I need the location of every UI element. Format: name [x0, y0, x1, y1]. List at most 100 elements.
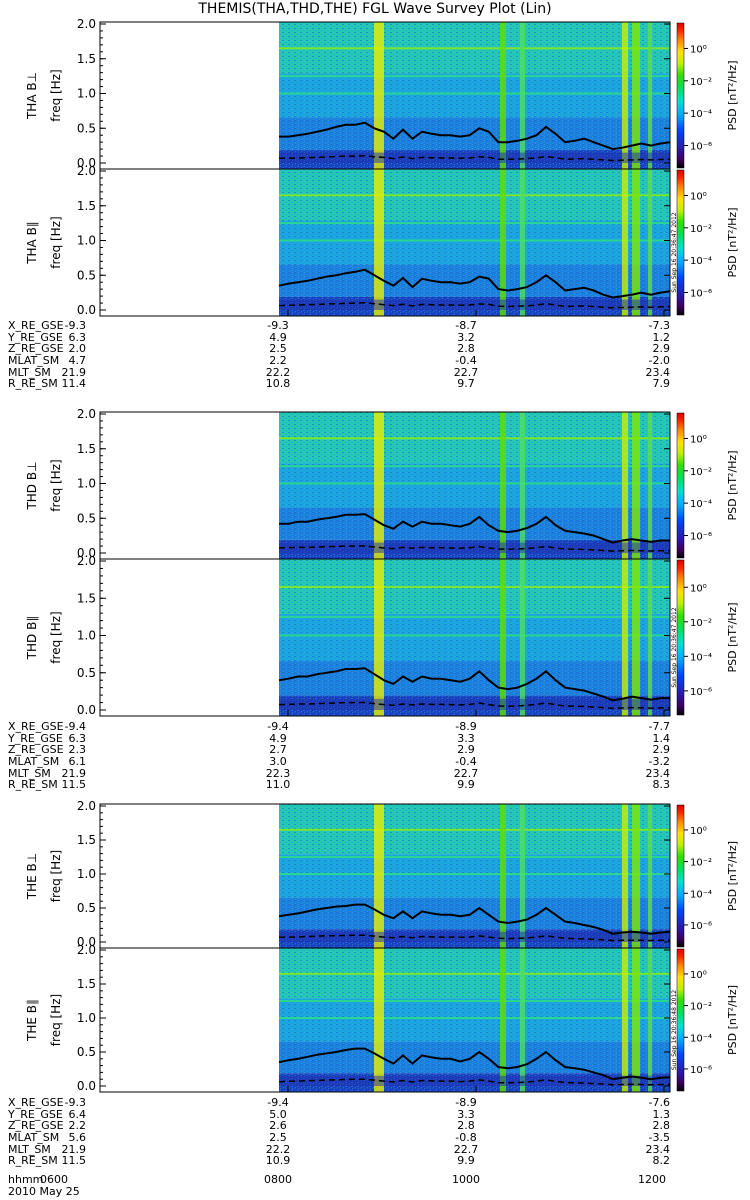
y-tick-label: 1.5 — [77, 52, 96, 66]
ephemeris-value: -0.4 — [455, 755, 477, 769]
colorbar-label: PSD [nT²/Hz] — [726, 450, 739, 520]
time-tick-label: 1000 — [452, 1173, 480, 1186]
spectrogram-image — [279, 169, 670, 316]
ephemeris-value: 2.9 — [457, 743, 475, 757]
spectrogram-panel-3: 0.0 0.5 1.0 1.5 2.0 THD B⊥ freq [Hz] 10⁰ 10⁻² 10⁻… — [25, 407, 739, 560]
ephemeris-value: 2.9 — [652, 342, 671, 356]
ephemeris-value: 2.9 — [652, 743, 671, 757]
series-line-dashed — [279, 154, 671, 162]
ephemeris-value: 22.7 — [453, 766, 479, 780]
ephemeris-value: -2.0 — [648, 354, 670, 368]
y-tick-label: 1.5 — [77, 591, 96, 605]
ephemeris-value: 21.9 — [61, 1142, 87, 1156]
ephemeris-value: -3.2 — [648, 755, 670, 769]
ephemeris-row: X_RE_GSE -9.4 -9.4 -8.9 -7.7 — [0, 721, 750, 733]
ephemeris-value: 4.9 — [269, 330, 287, 344]
ephemeris-value: 5.0 — [269, 1107, 287, 1121]
ephemeris-value: 22.2 — [265, 365, 291, 379]
plot-frame — [99, 947, 671, 1093]
ephemeris-value: 1.2 — [652, 330, 671, 344]
colorbar-tick-label: 10⁰ — [690, 191, 707, 202]
y-tick-label: 0.0 — [77, 1079, 96, 1093]
ephemeris-value: 22.2 — [265, 1142, 291, 1156]
y-tick-label: 0.5 — [77, 268, 96, 282]
spectrogram-image — [279, 412, 670, 559]
ephemeris-label: X_RE_GSE — [8, 319, 64, 332]
ephemeris-value: 2.7 — [269, 743, 287, 757]
y-tick-label: 2.0 — [77, 943, 96, 957]
series-line — [278, 1047, 671, 1081]
ephemeris-row: MLAT_SM 6.1 3.0 -0.4 -3.2 — [0, 756, 750, 768]
spectrogram-panel-4: 0.0 0.5 1.0 1.5 2.0 THD B∥ freq [Hz] 10⁰ 10⁻² 10⁻… — [25, 554, 739, 717]
series-line — [279, 121, 671, 151]
ephemeris-value: 7.9 — [652, 377, 671, 391]
colorbar-tick-label: 10⁰ — [690, 434, 707, 445]
colorbar-tick-label: 10⁻² — [690, 77, 712, 88]
ephemeris-value: 23.4 — [645, 766, 671, 780]
ephemeris-value: -7.7 — [648, 720, 670, 733]
ephemeris-value: 6.4 — [68, 1107, 87, 1121]
ephemeris-row: MLT_SM 21.9 22.2 22.7 23.4 — [0, 367, 750, 379]
ephemeris-row: R_RE_SM 11.5 11.0 9.9 8.3 — [0, 779, 750, 791]
y-tick-label: 0.5 — [77, 1045, 96, 1059]
colorbar-tick-label: 10⁻⁶ — [690, 921, 712, 932]
ephemeris-value: -9.4 — [267, 720, 289, 733]
spectrogram-panel-2: 0.0 0.5 1.0 1.5 2.0 THA B∥ freq [Hz] 10⁰ 10⁻² 10⁻… — [25, 164, 739, 317]
time-tick-label: 0800 — [264, 1173, 292, 1186]
colorbar-tick-label: 10⁻⁶ — [690, 531, 712, 542]
y-axis-unit: freq [Hz] — [49, 216, 63, 268]
ephemeris-row: MLAT_SM 5.6 2.5 -0.8 -3.5 — [0, 1132, 750, 1144]
y-tick-label: 2.0 — [77, 407, 96, 421]
y-axis-title: THD B⊥ — [25, 461, 39, 510]
series-line — [279, 513, 670, 544]
colorbar: 10⁰ 10⁻² 10⁻⁴ 10⁻⁶ PSD [nT²/Hz] — [676, 22, 739, 169]
colorbar-tick-label: 10⁰ — [690, 826, 707, 837]
colorbar-tick-label: 10⁻² — [690, 618, 712, 629]
timestamp-stamp: Sun Sep 16 20:36:47 2012 — [671, 212, 678, 292]
ephemeris-value: 9.9 — [457, 778, 475, 792]
ephemeris-label: Y_RE_GSE — [8, 1107, 63, 1121]
colorbar-label: PSD [nT²/Hz] — [726, 985, 739, 1055]
spectrogram-panel-1: 0.0 0.5 1.0 1.5 2.0 THA B⊥ freq [Hz] 10⁰ 10⁻² 10⁻… — [25, 17, 739, 170]
ephemeris-label: MLT_SM — [8, 766, 51, 780]
ephemeris-value: 1.4 — [652, 731, 671, 745]
ephemeris-value: 11.5 — [61, 778, 87, 792]
y-axis-title: THE B∥ — [25, 999, 39, 1042]
ephemeris-table: X_RE_GSE -9.3 -9.3 -8.7 -7.3 Y_RE_GSE 6.3 4.9 3.… — [0, 320, 750, 390]
ephemeris-value: 22.7 — [453, 1142, 479, 1156]
timestamp-stamp: Sun Sep 16 20:36:48 2012 — [671, 990, 678, 1070]
ephemeris-label: MLT_SM — [8, 365, 51, 379]
ephemeris-value: 11.0 — [265, 778, 291, 792]
ephemeris-label: R_RE_SM — [8, 778, 58, 792]
ephemeris-label: MLT_SM — [8, 1142, 51, 1156]
chart-title: THEMIS(THA,THD,THE) FGL Wave Survey Plot… — [198, 1, 552, 17]
ephemeris-table: X_RE_GSE -9.3 -9.4 -8.9 -7.6 Y_RE_GSE 6.4 5.0 3.… — [0, 1097, 750, 1167]
series-line-dashed — [278, 301, 671, 309]
y-tick-label: 2.0 — [77, 164, 96, 178]
colorbar-tick-label: 10⁰ — [690, 583, 707, 594]
spectrogram-image — [279, 804, 670, 948]
ephemeris-value: 23.4 — [645, 1142, 671, 1156]
ephemeris-value: 2.8 — [457, 1119, 475, 1133]
spectrogram-image — [279, 22, 670, 169]
ephemeris-value: -9.3 — [267, 319, 289, 332]
series-line — [278, 667, 670, 702]
ephemeris-value: -8.9 — [455, 720, 477, 733]
y-tick-label: 0.5 — [77, 901, 96, 915]
y-tick-label: 1.0 — [77, 1011, 96, 1025]
colorbar-tick-label: 10⁻⁴ — [690, 1033, 712, 1044]
ephemeris-value: -8.7 — [455, 319, 477, 332]
ephemeris-value: -0.4 — [455, 354, 477, 368]
ephemeris-value: 6.1 — [68, 755, 87, 769]
spectrogram-panel-6: 0.0 0.5 1.0 1.5 2.0 THE B∥ freq [Hz] 10⁰ 10⁻² 10⁻… — [25, 943, 739, 1093]
ephemeris-value: 4.9 — [269, 731, 287, 745]
y-tick-label: 1.0 — [77, 629, 96, 643]
ephemeris-label: MLAT_SM — [8, 755, 60, 769]
ephemeris-row: Y_RE_GSE 6.3 4.9 3.2 1.2 — [0, 330, 750, 344]
ephemeris-label: Y_RE_GSE — [8, 731, 63, 745]
ephemeris-value: 21.9 — [61, 365, 87, 379]
colorbar-tick-label: 10⁻² — [690, 467, 712, 478]
ephemeris-value: 2.8 — [457, 342, 475, 356]
colorbar-label: PSD [nT²/Hz] — [726, 602, 739, 672]
colorbar-tick-label: 10⁻⁴ — [690, 652, 712, 663]
